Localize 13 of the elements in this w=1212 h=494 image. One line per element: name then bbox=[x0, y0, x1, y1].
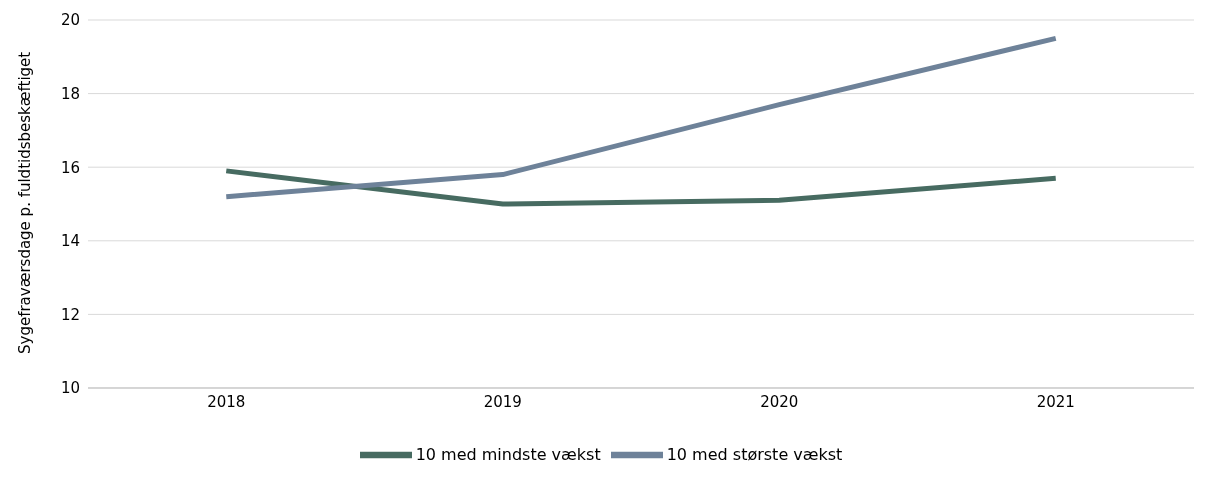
y-tick-label: 10 bbox=[60, 379, 80, 398]
x-tick-label: 2018 bbox=[207, 392, 246, 411]
y-axis-title: Sygefraværsdage p. fuldtidsbeskæftiget bbox=[16, 51, 35, 354]
y-tick-label: 14 bbox=[60, 232, 80, 251]
x-tick-label: 2021 bbox=[1036, 392, 1075, 411]
y-tick-label: 18 bbox=[60, 84, 80, 103]
legend-label: 10 med største vækst bbox=[666, 444, 843, 464]
y-tick-label: 20 bbox=[60, 11, 80, 30]
legend-label: 10 med mindste vækst bbox=[415, 444, 601, 464]
x-tick-label: 2019 bbox=[483, 392, 522, 411]
y-tick-label: 16 bbox=[60, 158, 80, 177]
x-tick-label: 2020 bbox=[760, 392, 799, 411]
y-tick-label: 12 bbox=[60, 305, 80, 324]
